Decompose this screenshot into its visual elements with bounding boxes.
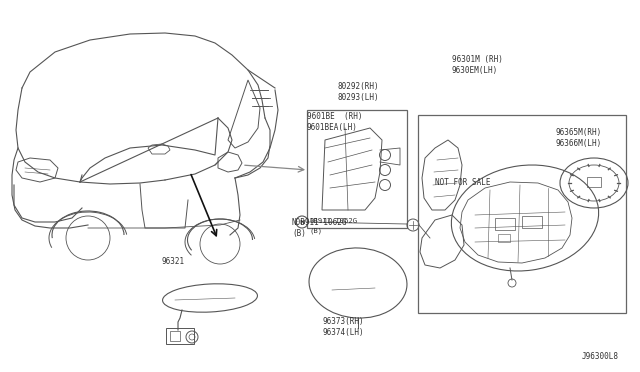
Bar — [587, 177, 601, 187]
Text: 96301M (RH)
9630EM(LH): 96301M (RH) 9630EM(LH) — [452, 55, 503, 76]
Bar — [498, 234, 510, 242]
Text: 96321: 96321 — [161, 257, 184, 266]
Text: N0B911-1062G
(B): N0B911-1062G (B) — [292, 218, 348, 238]
Text: 80292(RH)
80293(LH): 80292(RH) 80293(LH) — [338, 82, 380, 102]
Bar — [418, 115, 626, 313]
Text: 96365M(RH)
96366M(LH): 96365M(RH) 96366M(LH) — [556, 128, 602, 148]
Text: 96373(RH)
96374(LH): 96373(RH) 96374(LH) — [323, 317, 365, 337]
Text: (B): (B) — [310, 227, 323, 234]
Bar — [166, 328, 194, 344]
Text: 0B911-1062G: 0B911-1062G — [310, 218, 358, 224]
Text: N: N — [300, 219, 305, 224]
Bar — [170, 331, 180, 341]
Text: J96300L8: J96300L8 — [582, 352, 619, 361]
Text: NOT FOR SALE: NOT FOR SALE — [435, 178, 490, 187]
Bar — [307, 110, 407, 228]
Bar — [522, 216, 542, 228]
Text: 9601BE  (RH)
9601BEA(LH): 9601BE (RH) 9601BEA(LH) — [307, 112, 362, 132]
Bar — [495, 218, 515, 230]
